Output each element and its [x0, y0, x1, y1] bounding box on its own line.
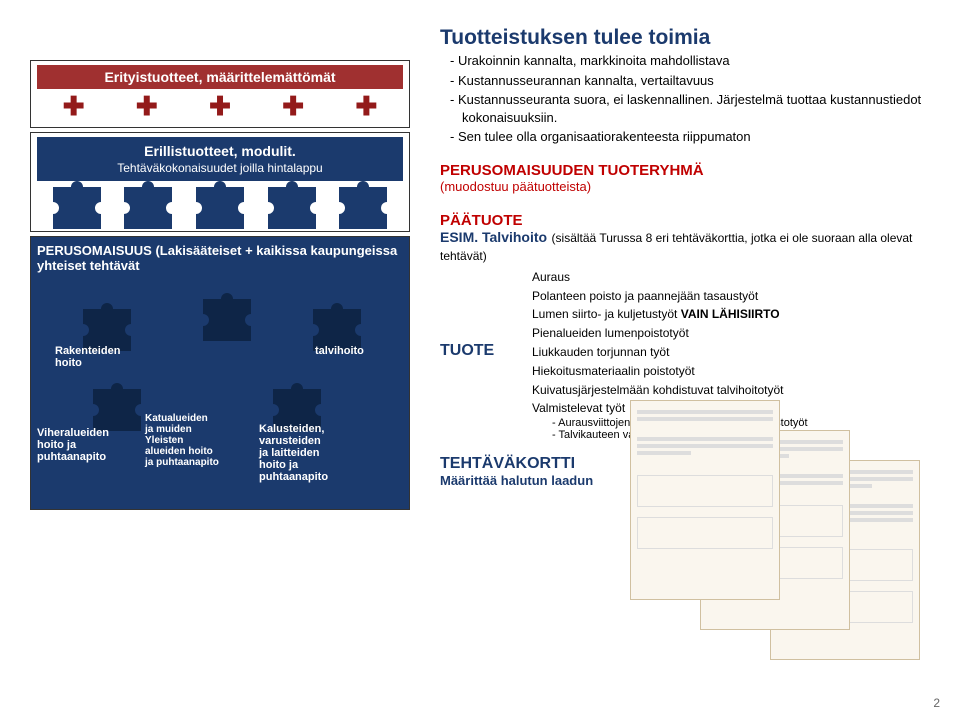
puzzle-icon: [118, 181, 178, 229]
box-erillistuotteet: Erillistuotteet, modulit. Tehtäväkokonai…: [30, 132, 410, 232]
tuote-row: Auraus Polanteen poisto ja paannejään ta…: [440, 267, 940, 342]
page-number: 2: [933, 696, 940, 710]
puzzle-icon: [87, 383, 147, 431]
bullet: - Urakoinnin kannalta, markkinoita mahdo…: [450, 52, 940, 70]
puzzle-icon: [307, 303, 367, 351]
task: Lumen siirto- ja kuljetustyöt VAIN LÄHIS…: [532, 306, 940, 323]
item-katu: Katualueiden ja muiden Yleisten alueiden…: [145, 413, 219, 468]
task: Hiekoitusmateriaalin poistotyöt: [532, 363, 940, 380]
box2-sub: Tehtäväkokonaisuudet joilla hintalappu: [41, 161, 399, 175]
bullet: - Kustannusseurannan kannalta, vertailta…: [450, 72, 940, 90]
bullet: - Kustannusseuranta suora, ei laskennall…: [450, 91, 940, 126]
item-viher: Viheralueiden hoito ja puhtaanapito: [37, 427, 109, 463]
puzzle-icon: [197, 293, 257, 341]
tuote-label: TUOTE: [440, 342, 520, 360]
left-column: Erityistuotteet, määrittelemättömät ✚ ✚ …: [30, 60, 410, 510]
paatuote-header: PÄÄTUOTE: [440, 212, 940, 229]
item-rakenteiden: Rakenteiden hoito: [55, 345, 120, 369]
task: Kuivatusjärjestelmään kohdistuvat talvih…: [532, 382, 940, 399]
puzzle-icon: [190, 181, 250, 229]
item-talvihoito: talvihoito: [315, 345, 364, 357]
group-header: PERUSOMAISUUDEN TUOTERYHMÄ: [440, 162, 940, 179]
item-kalu: Kalusteiden, varusteiden ja laitteiden h…: [259, 423, 328, 483]
box-erityistuotteet: Erityistuotteet, määrittelemättömät ✚ ✚ …: [30, 60, 410, 128]
task: Liukkauden torjunnan työt: [532, 344, 940, 361]
puzzle-icon: [333, 181, 393, 229]
task: Pienalueiden lumenpoistotyöt: [532, 325, 940, 342]
box1-label: Erityistuotteet, määrittelemättömät: [37, 65, 403, 89]
esim-label: ESIM. Talvihoito: [440, 229, 547, 245]
task-col: Auraus Polanteen poisto ja paannejään ta…: [520, 267, 940, 342]
doc-thumb: [630, 400, 780, 600]
plus-row-1: ✚ ✚ ✚ ✚ ✚: [37, 89, 403, 123]
plus-icon: ✚: [209, 93, 231, 119]
puzzle-icon: [262, 181, 322, 229]
slide: Erityistuotteet, määrittelemättömät ✚ ✚ …: [0, 0, 960, 720]
esim-line: ESIM. Talvihoito (sisältää Turussa 8 eri…: [440, 229, 940, 265]
task: Polanteen poisto ja paannejään tasaustyö…: [532, 288, 940, 305]
box-perusomaisuus: PERUSOMAISUUS (Lakisääteiset + kaikissa …: [30, 236, 410, 510]
bullet: - Sen tulee olla organisaatiorakenteesta…: [450, 128, 940, 146]
main-heading: Tuotteistuksen tulee toimia: [440, 26, 940, 50]
box3-title: PERUSOMAISUUS (Lakisääteiset + kaikissa …: [37, 243, 403, 273]
box2-title: Erillistuotteet, modulit.: [41, 143, 399, 159]
task: Auraus: [532, 269, 940, 286]
box2-label: Erillistuotteet, modulit. Tehtäväkokonai…: [37, 137, 403, 181]
sub-items: Rakenteiden hoito talvihoito Viheralueid…: [37, 273, 403, 493]
plus-icon: ✚: [136, 93, 158, 119]
plus-icon: ✚: [63, 93, 85, 119]
puzzle-icon: [47, 181, 107, 229]
group-sub: (muodostuu päätuotteista): [440, 179, 940, 194]
plus-icon: ✚: [355, 93, 377, 119]
plus-icon: ✚: [282, 93, 304, 119]
puzzle-row: [37, 181, 403, 229]
puzzle-icon: [77, 303, 137, 351]
